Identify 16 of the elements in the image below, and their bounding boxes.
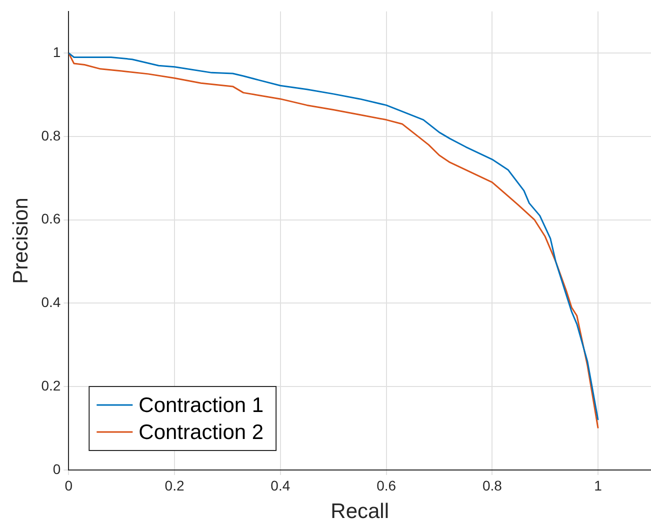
y-tick-label: 0.2 (41, 377, 61, 394)
y-tick-label: 0.4 (41, 294, 61, 310)
legend-label: Contraction 2 (138, 420, 264, 444)
y-axis-title: Precision (9, 198, 32, 284)
x-tick-label: 0.6 (376, 477, 396, 494)
y-tick-label: 0.6 (41, 210, 61, 227)
x-tick-label: 0.8 (482, 477, 502, 494)
y-tick-label: 0.8 (41, 127, 61, 144)
x-axis-title: Recall (330, 500, 390, 524)
x-tick-label: 0.2 (164, 477, 184, 494)
y-tick-label: 0 (52, 460, 61, 477)
legend-label: Contraction 1 (138, 394, 264, 417)
x-tick-label: 0.4 (270, 477, 290, 494)
x-tick-label: 0 (64, 477, 73, 494)
x-tick-label: 1 (594, 477, 602, 494)
y-tick-label: 1 (52, 44, 61, 60)
